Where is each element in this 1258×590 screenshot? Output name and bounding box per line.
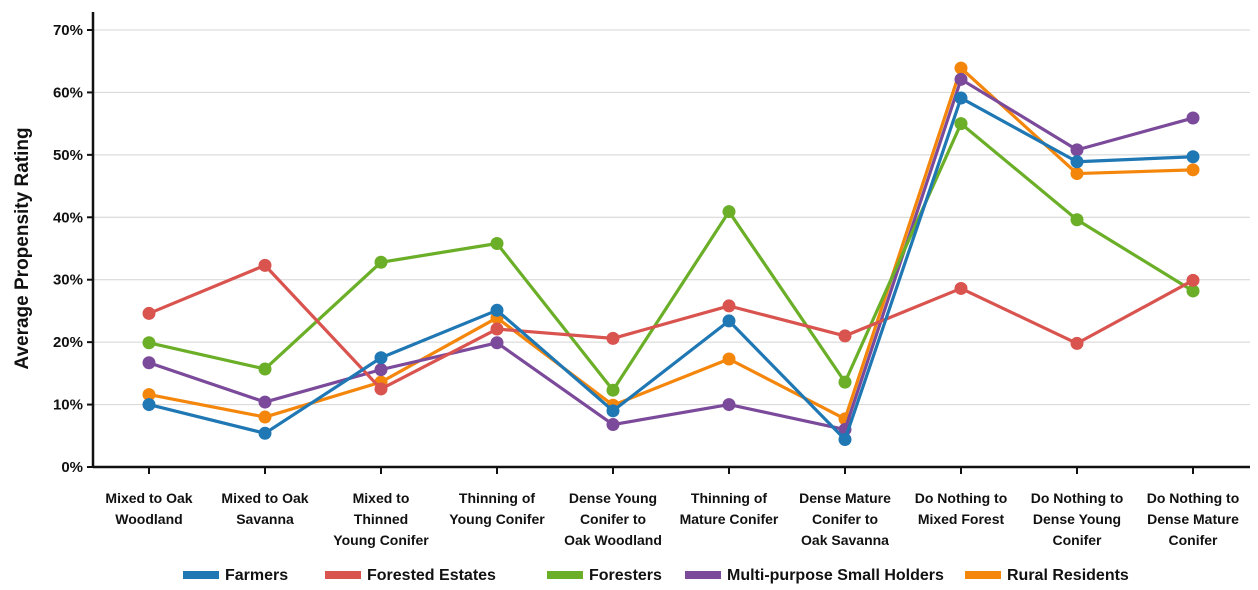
legend-swatch [547,571,583,579]
data-point-farmers [258,426,272,440]
data-point-multi-purpose-small-holders [374,363,388,377]
data-point-forested-estates [1070,336,1084,350]
data-point-foresters [838,375,852,389]
x-tick-label: Dense Mature Conifer to Oak Savanna [799,490,891,548]
data-point-foresters [490,237,504,251]
y-tick-label: 50% [53,147,83,164]
legend-label: Farmers [225,567,288,584]
gridlines [93,29,1250,406]
data-point-farmers [838,433,852,447]
data-point-rural-residents [258,410,272,424]
data-point-forested-estates [954,281,968,295]
legend-swatch [965,571,1001,579]
data-point-multi-purpose-small-holders [606,418,620,432]
legend-label: Foresters [589,567,662,584]
data-point-forested-estates [1186,273,1200,287]
x-tick-label: Do Nothing to Dense Young Conifer [1031,490,1124,548]
data-point-farmers [954,91,968,105]
legend-label: Rural Residents [1007,567,1129,584]
data-point-farmers [1186,150,1200,164]
data-point-forested-estates [722,299,736,313]
data-point-rural-residents [142,388,156,402]
data-point-foresters [142,336,156,350]
data-point-farmers [1070,155,1084,169]
data-point-foresters [954,117,968,131]
legend-item-multi-purpose-small-holders: Multi-purpose Small Holders [685,567,944,584]
data-point-forested-estates [258,258,272,272]
legend-swatch [325,571,361,579]
data-point-farmers [142,398,156,412]
y-tick-label: 20% [53,334,83,351]
series-line-forested-estates [148,263,1194,391]
y-tick-label: 60% [53,84,83,101]
data-point-forested-estates [142,306,156,320]
legend-label: Multi-purpose Small Holders [727,567,944,584]
x-tick-label: Do Nothing to Mixed Forest [915,490,1008,527]
x-tick-label: Thinning of Young Conifer [449,490,545,527]
data-point-forested-estates [606,331,620,345]
data-point-rural-residents [722,352,736,366]
data-point-foresters [722,205,736,219]
series-multi-purpose-small-holders [142,72,1200,437]
data-point-foresters [1070,213,1084,227]
labels-layer: 0% 10% 20% 30% 40% 50% 60% 70% Mixed to Oak Woodl… [12,22,1239,548]
data-point-foresters [606,383,620,397]
data-point-farmers [606,404,620,418]
y-tick-label: 40% [53,209,83,226]
legend-swatch [183,571,219,579]
series-rural-residents [142,61,1200,426]
data-point-multi-purpose-small-holders [722,398,736,412]
data-point-forested-estates [838,329,852,343]
data-point-forested-estates [490,322,504,336]
legend: Farmers Forested Estates Foresters Multi-pu… [183,567,1129,584]
data-point-rural-residents [1070,167,1084,181]
x-tick-label: Do Nothing to Dense Mature Conifer [1147,490,1240,548]
series-foresters [142,117,1200,397]
y-tick-label: 70% [53,22,83,39]
legend-item-forested-estates: Forested Estates [325,567,496,584]
series-line-multi-purpose-small-holders [148,77,1194,432]
legend-item-foresters: Foresters [547,567,662,584]
data-point-foresters [258,362,272,376]
y-tick-label: 0% [61,459,83,476]
data-point-multi-purpose-small-holders [1070,143,1084,157]
series-layer [142,61,1200,447]
data-point-multi-purpose-small-holders [142,356,156,370]
y-tick-label: 30% [53,272,83,289]
x-tick-label: Mixed to Oak Savanna [221,490,308,527]
series-line-foresters [148,122,1194,392]
data-point-foresters [374,255,388,269]
data-point-farmers [722,314,736,328]
data-point-foresters [1186,284,1200,298]
data-point-farmers [490,303,504,317]
x-tick-label: Thinning of Mature Conifer [680,490,779,527]
legend-label: Forested Estates [367,567,496,584]
data-point-rural-residents [1186,163,1200,177]
x-tick-label: Mixed to Thinned Young Conifer [333,490,429,548]
series-line-rural-residents [148,66,1194,421]
data-point-multi-purpose-small-holders [954,72,968,86]
axes [87,12,1250,474]
data-point-farmers [374,351,388,365]
series-line-farmers [148,96,1194,442]
data-point-forested-estates [374,382,388,396]
data-point-multi-purpose-small-holders [1186,111,1200,125]
y-tick-label: 10% [53,397,83,414]
legend-item-rural-residents: Rural Residents [965,567,1129,584]
legend-item-farmers: Farmers [183,567,288,584]
data-point-rural-residents [954,61,968,75]
series-farmers [142,91,1200,447]
y-axis-title: Average Propensity Rating [12,127,33,369]
x-tick-label: Dense Young Conifer to Oak Woodland [564,490,662,548]
legend-swatch [685,571,721,579]
x-tick-label: Mixed to Oak Woodland [105,490,192,527]
data-point-multi-purpose-small-holders [258,395,272,409]
series-forested-estates [142,258,1200,396]
data-point-multi-purpose-small-holders [490,336,504,350]
